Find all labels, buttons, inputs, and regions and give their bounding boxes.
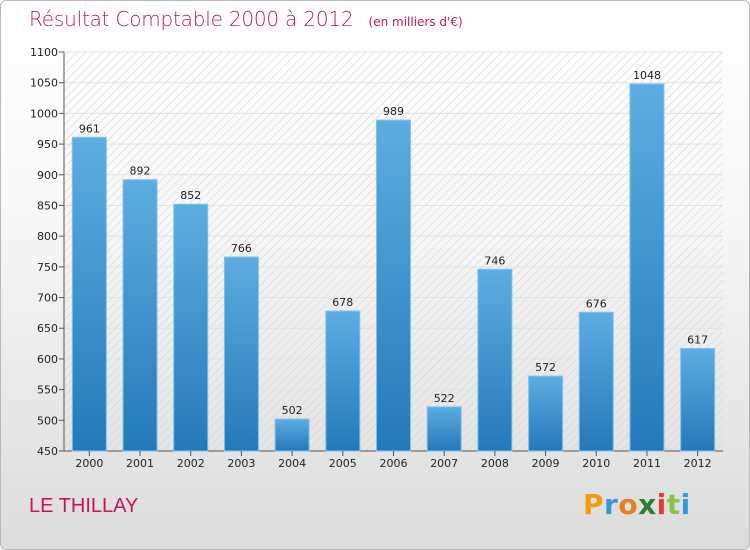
x-tick-label: 2001 <box>126 457 154 470</box>
y-tick-label: 900 <box>37 169 58 182</box>
x-tick-label: 2002 <box>177 457 205 470</box>
y-tick-label: 750 <box>37 261 58 274</box>
y-tick-label: 700 <box>37 292 58 305</box>
bar-value-label: 522 <box>434 392 455 405</box>
bar <box>122 179 158 452</box>
logo-letter: x <box>638 488 657 521</box>
x-tick-label: 2007 <box>430 457 458 470</box>
bar-value-label: 572 <box>535 361 556 374</box>
y-tick-label: 1000 <box>30 107 58 120</box>
bar-value-label: 502 <box>282 404 303 417</box>
bar <box>629 83 665 452</box>
x-tick-label: 2011 <box>633 457 661 470</box>
bar-value-label: 617 <box>687 333 708 346</box>
proxiti-logo: Proxiti <box>583 488 691 521</box>
bar <box>477 268 513 452</box>
bar <box>71 136 107 452</box>
logo-letter: i <box>680 488 691 521</box>
y-tick-label: 1050 <box>30 77 58 90</box>
bar <box>528 375 564 452</box>
x-tick-label: 2003 <box>227 457 255 470</box>
bar-value-label: 766 <box>231 242 252 255</box>
logo-letter: o <box>618 488 639 521</box>
y-tick-label: 850 <box>37 199 58 212</box>
bar <box>274 418 310 452</box>
logo-letter: r <box>604 488 619 521</box>
y-tick-label: 450 <box>37 445 58 458</box>
bar-value-label: 676 <box>586 297 607 310</box>
bar <box>426 406 462 452</box>
y-tick-label: 650 <box>37 322 58 335</box>
bar <box>223 256 259 452</box>
chart-title: Résultat Comptable 2000 à 2012 (en milli… <box>29 7 463 31</box>
bar <box>578 311 614 452</box>
x-tick-label: 2009 <box>532 457 560 470</box>
title-unit: (en milliers d'€) <box>368 15 463 29</box>
y-tick-label: 500 <box>37 414 58 427</box>
x-tick-label: 2012 <box>684 457 712 470</box>
bar <box>680 347 716 452</box>
bar-value-label: 961 <box>79 122 100 135</box>
bar <box>376 119 411 452</box>
y-tick-label: 550 <box>37 384 58 397</box>
y-tick-label: 1100 <box>30 46 58 59</box>
logo-letter: P <box>583 488 605 521</box>
bar-value-label: 678 <box>332 296 353 309</box>
bar-value-label: 746 <box>484 254 505 267</box>
y-tick-label: 800 <box>37 230 58 243</box>
x-tick-label: 2010 <box>582 457 610 470</box>
bar-value-label: 852 <box>180 189 201 202</box>
x-tick-label: 2008 <box>481 457 509 470</box>
x-tick-label: 2006 <box>380 457 408 470</box>
bar-value-label: 1048 <box>633 69 661 82</box>
x-tick-label: 2005 <box>329 457 357 470</box>
commune-name: LE THILLAY <box>29 495 139 517</box>
bar-value-label: 989 <box>383 105 404 118</box>
y-tick-label: 950 <box>37 138 58 151</box>
logo-letter: t <box>666 488 681 521</box>
title-main: Résultat Comptable 2000 à 2012 <box>29 7 354 31</box>
bar <box>173 203 209 452</box>
x-tick-label: 2000 <box>75 457 103 470</box>
bar-value-label: 892 <box>130 165 151 178</box>
bar <box>325 310 361 452</box>
logo-letter: i <box>656 488 667 521</box>
y-tick-label: 600 <box>37 353 58 366</box>
x-tick-label: 2004 <box>278 457 306 470</box>
